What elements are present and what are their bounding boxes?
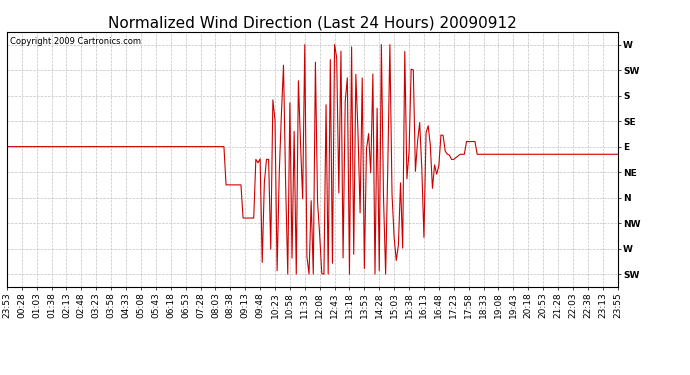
Text: Copyright 2009 Cartronics.com: Copyright 2009 Cartronics.com bbox=[10, 37, 141, 46]
Title: Normalized Wind Direction (Last 24 Hours) 20090912: Normalized Wind Direction (Last 24 Hours… bbox=[108, 16, 517, 31]
